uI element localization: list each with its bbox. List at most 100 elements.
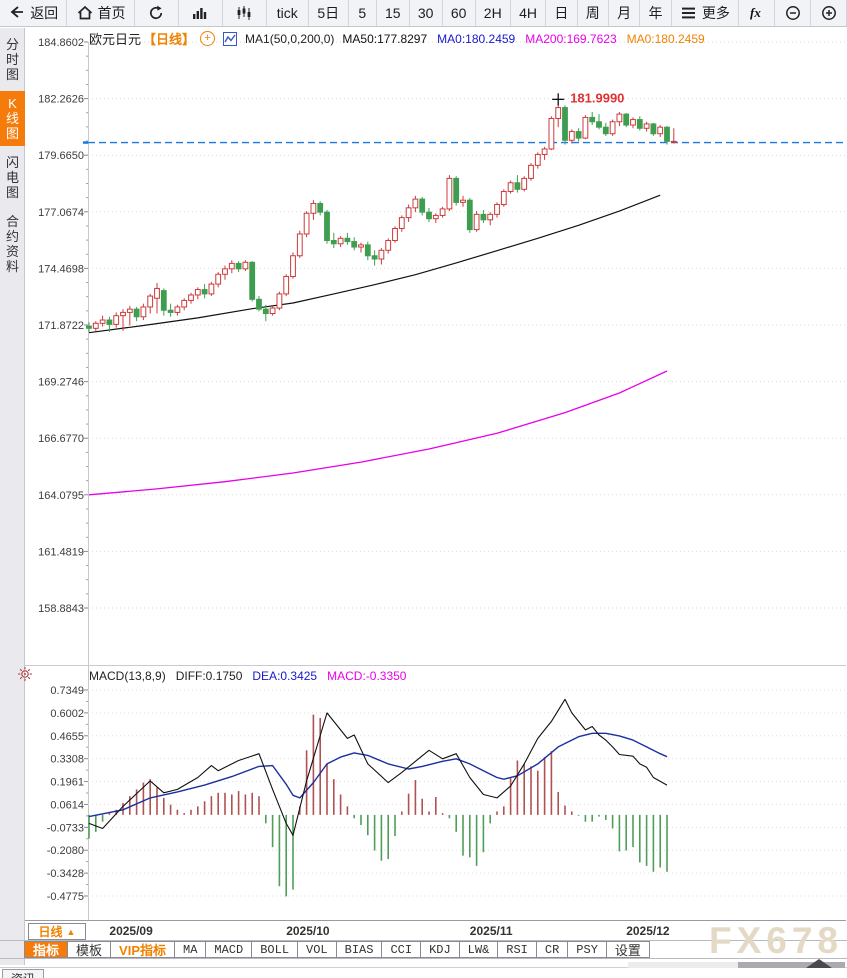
tab-boll[interactable]: BOLL [251,941,299,958]
tab-vol[interactable]: VOL [297,941,337,958]
price-axis-label: 158.8843 [38,603,84,615]
back-arrow-icon [8,4,26,22]
back-button[interactable]: 返回 [0,0,68,26]
interval-30min-button[interactable]: 30 [410,0,443,26]
tab-bias[interactable]: BIAS [335,941,383,958]
tab-ma[interactable]: MA [174,941,207,958]
refresh-button[interactable] [135,0,179,26]
interval-2h-button-label: 2H [483,5,502,21]
tab-news-label: 资讯 [11,970,35,978]
interval-5min-button[interactable]: 5 [349,0,377,26]
back-button-label: 返回 [30,5,59,21]
ma-value-2: MA200:169.7623 [525,31,617,46]
interval-week-button-label: 周 [585,5,600,21]
hamburger-icon [680,4,698,22]
tab-vip-indicator[interactable]: VIP指标 [110,941,175,958]
area-chart-button[interactable] [179,0,223,26]
x-axis-month-label: 2025/12 [626,924,670,938]
interval-15min-button[interactable]: 15 [377,0,410,26]
more-button[interactable]: 更多 [672,0,740,26]
interval-30min-button-label: 30 [417,5,434,21]
tab-psy[interactable]: PSY [567,941,607,958]
price-axis-label: 182.2626 [38,94,84,106]
indicator-fx-button[interactable]: fx [739,0,776,26]
refresh-icon [147,4,165,22]
macd-axis-label: 0.0614 [50,799,84,811]
macd-axis-label: 0.4655 [50,731,84,743]
price-axis-label: 184.8602 [38,37,84,49]
svg-text:fx: fx [750,5,761,20]
interval-4h-button-label: 4H [519,5,537,21]
x-axis-month-label: 2025/09 [109,924,153,938]
tab-template[interactable]: 模板 [67,941,112,958]
x-axis-month-label: 2025/10 [286,924,330,938]
interval-2h-button[interactable]: 2H [476,0,511,26]
symbol-title: 欧元日元 [89,32,142,47]
macd-diff-value: DIFF:0.1750 [175,669,243,683]
ma-value-0: MA50:177.8297 [342,31,428,46]
interval-tick-button[interactable]: tick [267,0,309,26]
macd-plot-area[interactable] [88,685,846,920]
interval-day-button-label: 日 [554,5,569,21]
tab-rsi[interactable]: RSI [497,941,537,958]
tab-indicator[interactable]: 指标 [24,941,69,958]
main-chart-plot-area[interactable] [88,42,846,665]
period-selector-button[interactable]: 日线 ▲ [28,923,86,940]
scrollbar-arrow-icon[interactable] [806,959,832,968]
interval-day-button[interactable]: 日 [546,0,578,26]
tab-settings[interactable]: 设置 [605,941,650,958]
tab-macd[interactable]: MACD [205,941,253,958]
tab-lw[interactable]: LW& [458,941,499,958]
interval-tick-button-label: tick [276,5,298,21]
add-indicator-icon[interactable]: + [200,31,216,46]
price-axis-label: 177.0674 [38,207,84,219]
interval-60min-button-label: 60 [450,5,467,21]
macd-macd-value: MACD:-0.3350 [327,669,407,683]
fx-icon: fx [748,4,766,22]
chart-header: 欧元日元 【日线】 + MA1(50,0,200,0) MA50:177.829… [89,29,705,48]
scrollbar-thumb[interactable] [738,962,845,968]
macd-axis-label: 0.3308 [50,754,84,766]
interval-week-button[interactable]: 周 [578,0,609,26]
indicator-tab-bar: 指标 模板 VIP指标 MA MACD BOLL VOL BIAS CCI KDJ LW& RSI CR… [24,941,650,958]
interval-year-button[interactable]: 年 [640,0,672,26]
zoom-out-button[interactable] [775,0,812,26]
candlestick-chart-button[interactable] [223,0,267,26]
horizontal-scrollbar[interactable] [628,959,845,968]
home-button[interactable]: 首页 [67,0,135,26]
macd-axis-label: -0.0733 [47,822,84,834]
interval-5day-button-label: 5日 [317,5,340,21]
ma-value-1: MA0:180.2459 [437,31,516,46]
tab-kdj[interactable]: KDJ [420,941,460,958]
ma-params-label: MA1(50,0,200,0) [245,31,335,46]
interval-4h-button[interactable]: 4H [511,0,547,26]
period-tag: 【日线】 [143,32,196,47]
mini-chart-icon[interactable] [223,31,238,46]
tab-news[interactable]: 资讯 [2,969,44,978]
home-icon [76,4,94,22]
indicator-settings-icon[interactable] [17,666,33,687]
macd-header: MACD(13,8,9) DIFF:0.1750 DEA:0.3425 MACD… [89,669,406,683]
sidebar-item-time-chart[interactable]: 分时图 [5,37,19,82]
sidebar-item-contract-info[interactable]: 合约资料 [5,214,19,274]
macd-axis-label: -0.4775 [47,891,84,903]
interval-year-button-label: 年 [648,5,663,21]
tab-cr[interactable]: CR [535,941,569,958]
interval-60min-button[interactable]: 60 [443,0,476,26]
tab-cci[interactable]: CCI [381,941,422,958]
macd-axis-label: -0.2080 [47,845,84,857]
interval-5day-button[interactable]: 5日 [309,0,349,26]
price-axis-label: 174.4698 [38,263,84,275]
interval-month-button[interactable]: 月 [609,0,641,26]
macd-axis-label: 0.6002 [50,708,84,720]
candlestick-icon [235,4,253,22]
price-axis-label: 166.6770 [38,433,84,445]
zoom-in-button[interactable] [811,0,847,26]
sidebar-item-lightning-chart[interactable]: 闪电图 [5,155,19,200]
macd-axis-label: -0.3428 [47,868,84,880]
more-button-label: 更多 [701,5,730,21]
watermark: FX678 [708,920,843,961]
